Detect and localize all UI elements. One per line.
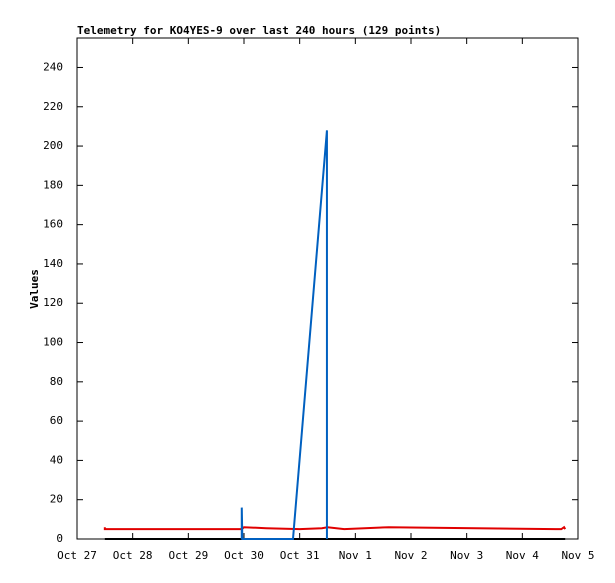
y-tick-label: 100 (43, 336, 63, 349)
y-tick-label: 220 (43, 100, 63, 113)
y-tick-label: 240 (43, 60, 63, 73)
y-tick-label: 160 (43, 218, 63, 231)
y-tick-label: 20 (50, 493, 63, 506)
x-tick-label: Oct 27 (57, 549, 97, 562)
y-tick-label: 40 (50, 453, 63, 466)
y-tick-label: 80 (50, 375, 63, 388)
x-tick-label: Oct 31 (280, 549, 320, 562)
x-tick-label: Nov 3 (450, 549, 483, 562)
x-tick-label: Oct 30 (224, 549, 264, 562)
x-tick-label: Nov 4 (506, 549, 539, 562)
x-tick-label: Nov 5 (561, 549, 594, 562)
x-tick-label: Nov 1 (339, 549, 372, 562)
x-tick-label: Oct 28 (113, 549, 153, 562)
y-tick-label: 140 (43, 257, 63, 270)
y-tick-label: 60 (50, 414, 63, 427)
y-tick-label: 200 (43, 139, 63, 152)
y-tick-label: 0 (56, 532, 63, 545)
series-line (103, 525, 567, 531)
series-line (240, 130, 328, 540)
y-tick-label: 180 (43, 178, 63, 191)
x-tick-label: Nov 2 (394, 549, 427, 562)
chart-title: Telemetry for KO4YES-9 over last 240 hou… (77, 24, 441, 37)
y-axis-label: Values (28, 269, 41, 309)
x-tick-label: Oct 29 (168, 549, 208, 562)
y-tick-label: 120 (43, 296, 63, 309)
